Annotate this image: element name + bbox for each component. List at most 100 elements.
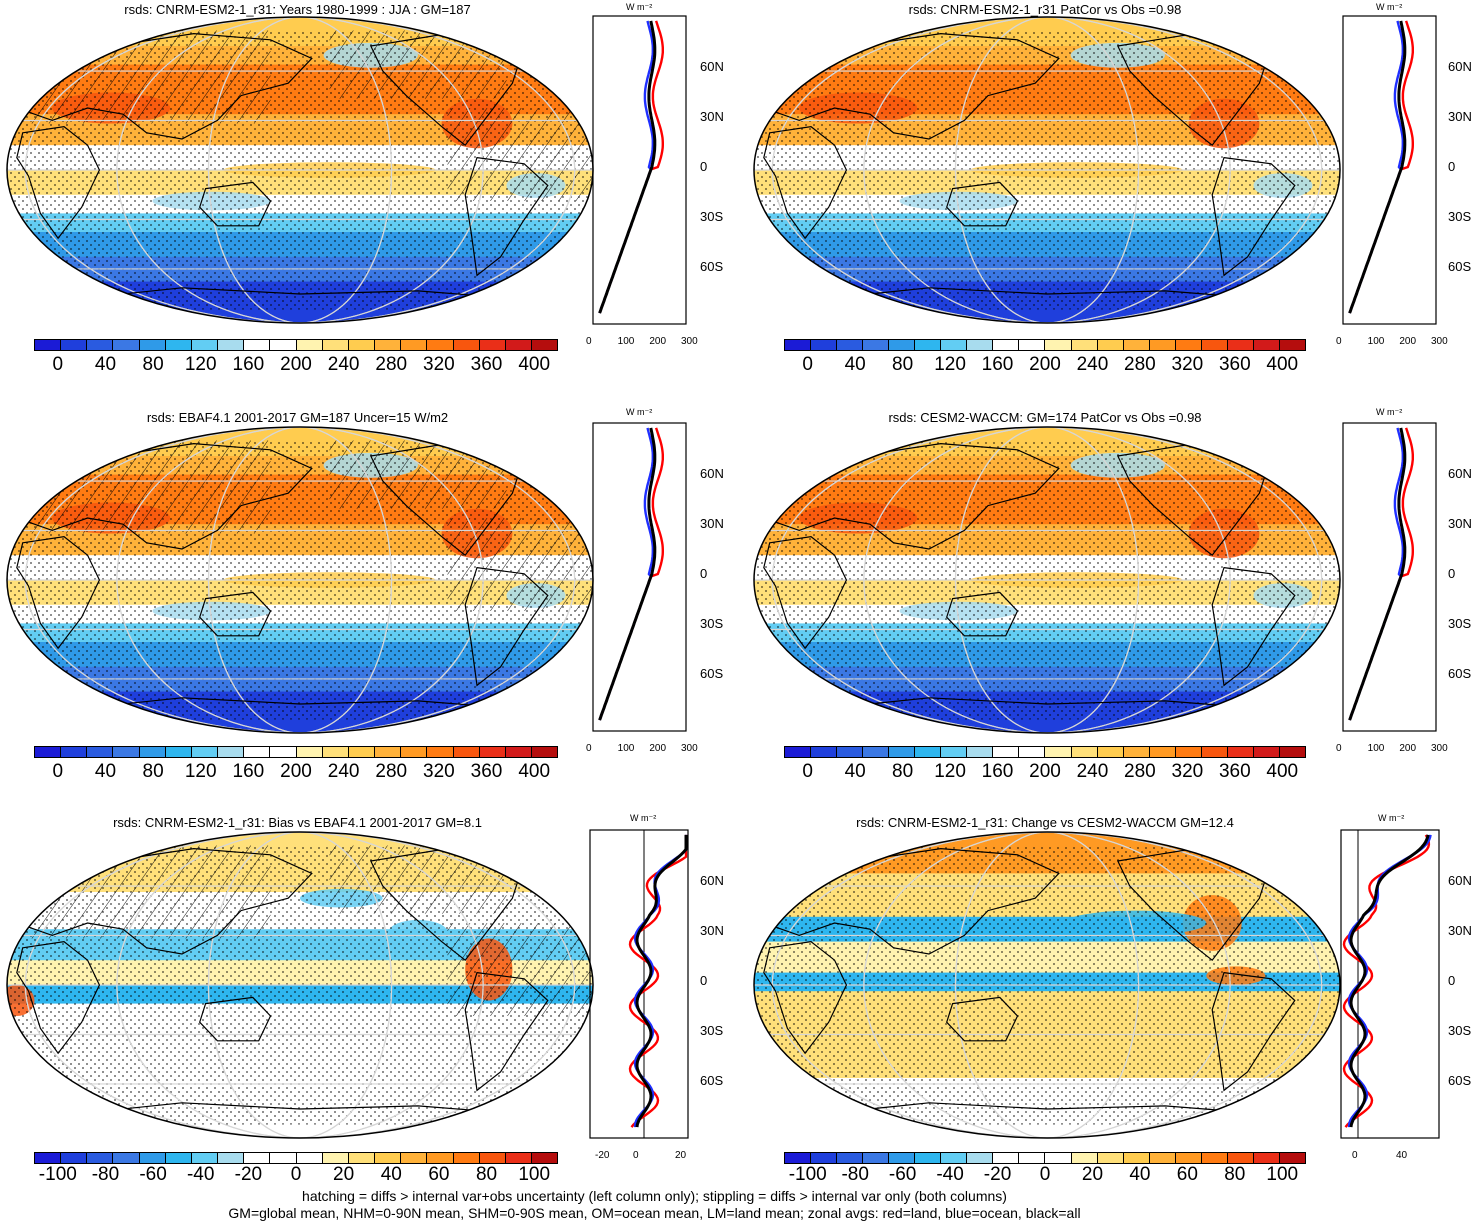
zonal-line-land [1342, 834, 1431, 1128]
zonal-y-tick-label: 60N [1448, 873, 1472, 889]
zonal-frame [589, 829, 689, 1139]
colorbar-swatch [35, 1153, 61, 1163]
colorbar-swatch [1070, 1153, 1097, 1163]
colorbar-swatch [112, 747, 139, 757]
zonal-y-tick-label: 30S [1448, 615, 1472, 631]
colorbar-tick-label: 160 [232, 354, 265, 375]
colorbar-swatch [966, 1153, 993, 1163]
zonal-y-tick-label: 30N [700, 516, 724, 532]
zonal-y-tick-label: 60N [1448, 466, 1472, 482]
zonal-line-all [598, 20, 657, 314]
zonal-line-ocean [1348, 427, 1404, 721]
map-change [753, 831, 1341, 1139]
colorbar-swatch [243, 747, 270, 757]
zonal-x-tick-label: 200 [1399, 336, 1417, 347]
zonal-y-tick-label: 0 [700, 973, 708, 988]
zonal-y-tick-label: 30N [700, 109, 724, 125]
colorbar-swatch [243, 1153, 270, 1163]
colorbar-swatch [1122, 747, 1149, 757]
panel-title-model-mean: rsds: CNRM-ESM2-1_r31: Years 1980-1999 :… [124, 2, 471, 17]
hatching [329, 30, 507, 99]
colorbar-swatch [992, 1153, 1019, 1163]
map-border [753, 426, 1341, 734]
colorbar-swatch [1252, 340, 1279, 350]
colorbar-tick-label: -40 [186, 1164, 215, 1185]
colorbar-tick-label: 80 [475, 1164, 498, 1185]
colorbar-swatch [400, 1153, 427, 1163]
colorbar-swatch [966, 340, 993, 350]
colorbar-swatch [810, 1153, 837, 1163]
map-model-patcor [753, 16, 1341, 324]
zonal-line-all [598, 427, 657, 721]
zonal-x-tick-label: 100 [617, 743, 635, 754]
zonal-y-tick-label: 0 [1448, 566, 1456, 581]
colorbar-swatch [452, 1153, 479, 1163]
colorbar-labels-model-patcor: 0 40 80 120 160 200 240 280 320 360 400 [784, 354, 1306, 378]
colorbar-tick-label: 200 [280, 761, 312, 782]
zonal-x-tick-label: 100 [1367, 743, 1385, 754]
colorbar-tick-label: 240 [1076, 354, 1109, 375]
colorbar-swatch [426, 747, 453, 757]
colorbar-swatch [35, 340, 61, 350]
colorbar-swatch [60, 340, 87, 350]
colorbar-tick-label: 360 [1218, 761, 1251, 782]
colorbar-swatch [992, 340, 1019, 350]
zonal-x-tick-label: 20 [675, 1150, 687, 1161]
zonal-xticks-bias: -20 0 20 [589, 1150, 689, 1164]
zonal-y-tick-label: 60N [1448, 59, 1472, 75]
colorbar-tick-label: -20 [234, 1164, 263, 1185]
colorbar-tick-label: 0 [802, 354, 813, 375]
zonal-y-tick-label: 0 [1448, 159, 1456, 174]
hatching [329, 440, 507, 509]
zonal-yticks-model-mean: 60N 30N 0 30S 60S [700, 8, 740, 326]
colorbar-swatch [1070, 340, 1097, 350]
zonal-x-tick-label: 200 [1399, 743, 1417, 754]
colorbar-tick-label: 40 [94, 354, 117, 375]
colorbar-swatch [478, 340, 505, 350]
zonal-plot-change [1340, 829, 1440, 1139]
colorbar-swatch [269, 340, 296, 350]
zonal-frame [1342, 15, 1437, 325]
colorbar-tick-label: 320 [423, 354, 455, 375]
zonal-line-all [1348, 20, 1407, 314]
colorbar-swatch [1226, 747, 1253, 757]
zonal-xticks-model-patcor: 0 100 200 300 [1336, 336, 1448, 350]
colorbar-swatch [1226, 1153, 1253, 1163]
zonal-line-all [635, 834, 688, 1128]
zonal-plot-model-mean [592, 15, 687, 325]
colorbar-tick-label: 40 [1129, 1164, 1151, 1185]
colorbar-swatch [785, 340, 811, 350]
zonal-plot-bias [589, 829, 689, 1139]
colorbar-swatch [940, 340, 967, 350]
map-border [753, 16, 1341, 324]
colorbar-swatch [374, 340, 401, 350]
colorbar-labels-bias: -100 -80 -60 -40 -20 0 20 40 60 80 100 [34, 1164, 558, 1188]
colorbar-tick-label: 360 [470, 354, 503, 375]
panel-title-obs-mean: rsds: EBAF4.1 2001-2017 GM=187 Uncer=15 … [146, 410, 449, 425]
zonal-x-tick-label: 100 [617, 336, 635, 347]
zonal-x-tick-label: 200 [649, 336, 667, 347]
colorbar-swatch [1252, 1153, 1279, 1163]
colorbar-swatch [295, 1153, 322, 1163]
zonal-x-tick-label: 0 [1352, 1150, 1358, 1161]
colorbar-tick-label: 120 [934, 354, 966, 375]
colorbar-swatch [1252, 747, 1279, 757]
colorbar-swatch [1174, 340, 1201, 350]
zonal-line-all [1348, 427, 1407, 721]
colorbar-swatch [190, 1153, 218, 1163]
colorbar-swatch [269, 747, 296, 757]
colorbar-tick-label: 360 [470, 761, 503, 782]
colorbar-swatch [1122, 1153, 1149, 1163]
colorbar-swatch [60, 1153, 87, 1163]
colorbar-swatch [1226, 340, 1253, 350]
colorbar-labels-change: -100 -80 -60 -40 -20 0 20 40 60 80 100 [784, 1164, 1306, 1188]
zonal-yticks-model-patcor: 60N 30N 0 30S 60S [1448, 8, 1482, 326]
colorbar-tick-label: 160 [981, 761, 1014, 782]
zonal-line-ocean [598, 20, 654, 314]
colorbar-tick-label: 360 [1218, 354, 1251, 375]
zonal-y-tick-label: 30S [1448, 1022, 1472, 1038]
zonal-y-tick-label: 30S [700, 1022, 724, 1038]
zonal-yticks-ref-model: 60N 30N 0 30S 60S [1448, 415, 1482, 733]
colorbar-swatch [426, 340, 453, 350]
zonal-y-tick-label: 30S [700, 208, 724, 224]
